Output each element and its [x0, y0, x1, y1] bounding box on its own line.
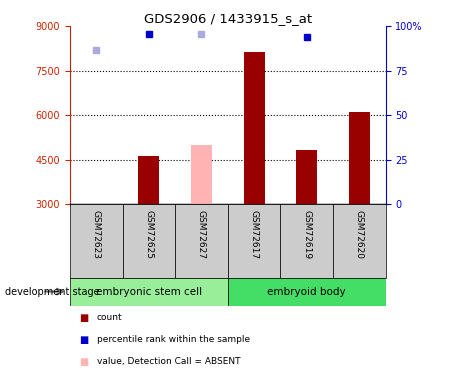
Text: ■: ■ [79, 313, 88, 323]
Bar [228, 204, 281, 278]
Text: embryonic stem cell: embryonic stem cell [96, 286, 202, 297]
Bar [191, 145, 212, 204]
Text: value, Detection Call = ABSENT: value, Detection Call = ABSENT [97, 357, 240, 366]
Title: GDS2906 / 1433915_s_at: GDS2906 / 1433915_s_at [144, 12, 312, 25]
Text: percentile rank within the sample: percentile rank within the sample [97, 335, 250, 344]
Bar [123, 204, 175, 278]
Text: GSM72620: GSM72620 [355, 210, 364, 259]
Bar [175, 204, 228, 278]
Text: embryoid body: embryoid body [267, 286, 346, 297]
Bar [138, 156, 159, 204]
Bar [244, 53, 265, 204]
Text: development stage: development stage [5, 286, 99, 297]
Text: GSM72623: GSM72623 [92, 210, 101, 259]
Text: GSM72619: GSM72619 [302, 210, 311, 260]
Text: GSM72617: GSM72617 [249, 210, 258, 260]
Bar [349, 112, 370, 204]
Text: GSM72627: GSM72627 [197, 210, 206, 259]
Bar [281, 204, 333, 278]
Bar [228, 278, 386, 306]
Bar [333, 204, 386, 278]
Text: count: count [97, 313, 123, 322]
Bar [70, 278, 228, 306]
Bar [296, 150, 317, 204]
Bar [70, 204, 123, 278]
Text: GSM72625: GSM72625 [144, 210, 153, 259]
Text: ■: ■ [79, 335, 88, 345]
Text: ■: ■ [79, 357, 88, 367]
